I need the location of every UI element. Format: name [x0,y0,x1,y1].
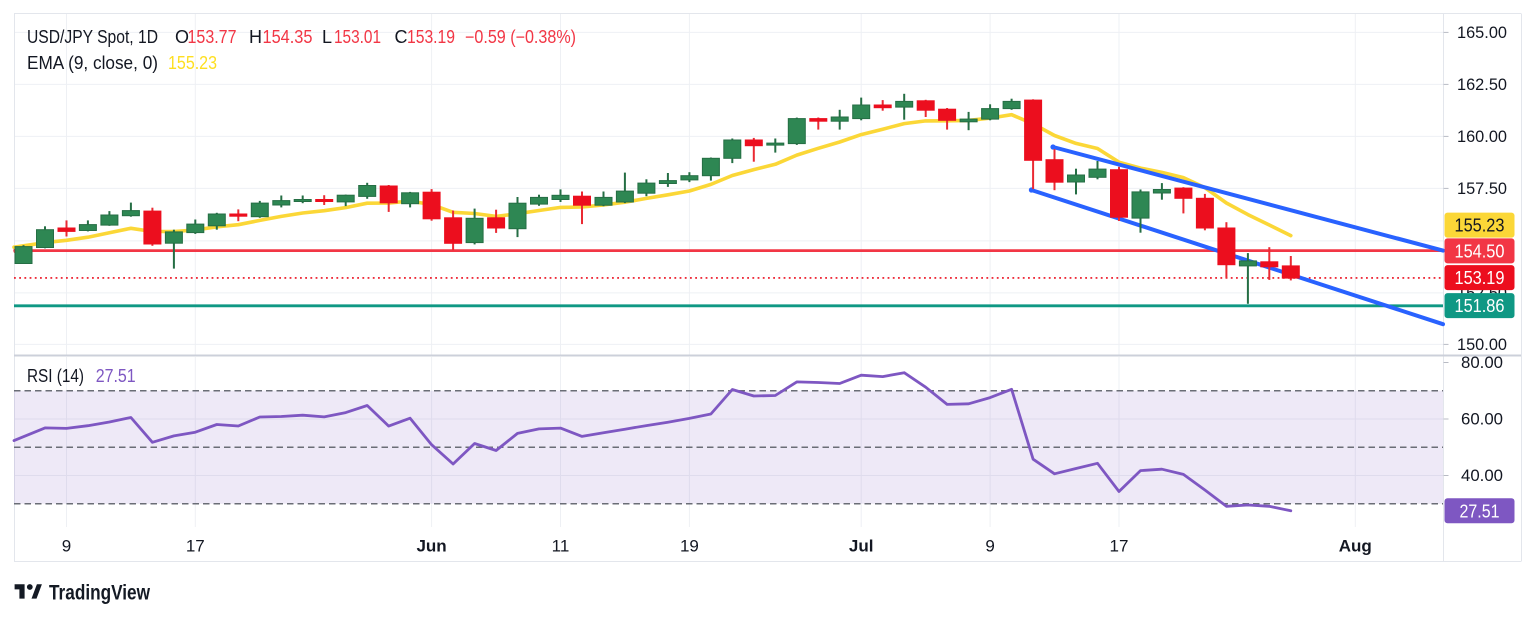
svg-text:17: 17 [1110,537,1129,556]
svg-text:TradingView: TradingView [49,581,151,604]
svg-text:RSI (14)27.51: RSI (14) 27.51 [27,366,136,386]
svg-text:9: 9 [985,537,994,556]
svg-text:Aug: Aug [1339,537,1372,556]
svg-text:150.00: 150.00 [1457,335,1507,354]
svg-text:11: 11 [552,537,570,556]
svg-text:157.50: 157.50 [1457,179,1507,198]
svg-text:155.23: 155.23 [1455,216,1505,236]
svg-text:Jul: Jul [849,537,874,556]
svg-text:162.50: 162.50 [1457,75,1507,94]
svg-text:27.51: 27.51 [1460,501,1500,521]
svg-text:EMA (9, close, 0)155.23: EMA (9, close, 0) 155.23 [27,53,217,73]
svg-text:80.00: 80.00 [1461,353,1503,372]
svg-text:153.19: 153.19 [1455,268,1505,288]
svg-text:160.00: 160.00 [1457,127,1507,146]
svg-text:60.00: 60.00 [1461,410,1503,429]
svg-text:17: 17 [186,537,205,556]
svg-text:Jun: Jun [416,537,446,556]
svg-text:151.86: 151.86 [1455,296,1505,316]
svg-text:19: 19 [680,537,699,556]
svg-text:154.50: 154.50 [1455,241,1505,261]
svg-text:9: 9 [62,537,71,556]
svg-text:40.00: 40.00 [1461,466,1503,485]
svg-text:165.00: 165.00 [1457,23,1507,42]
